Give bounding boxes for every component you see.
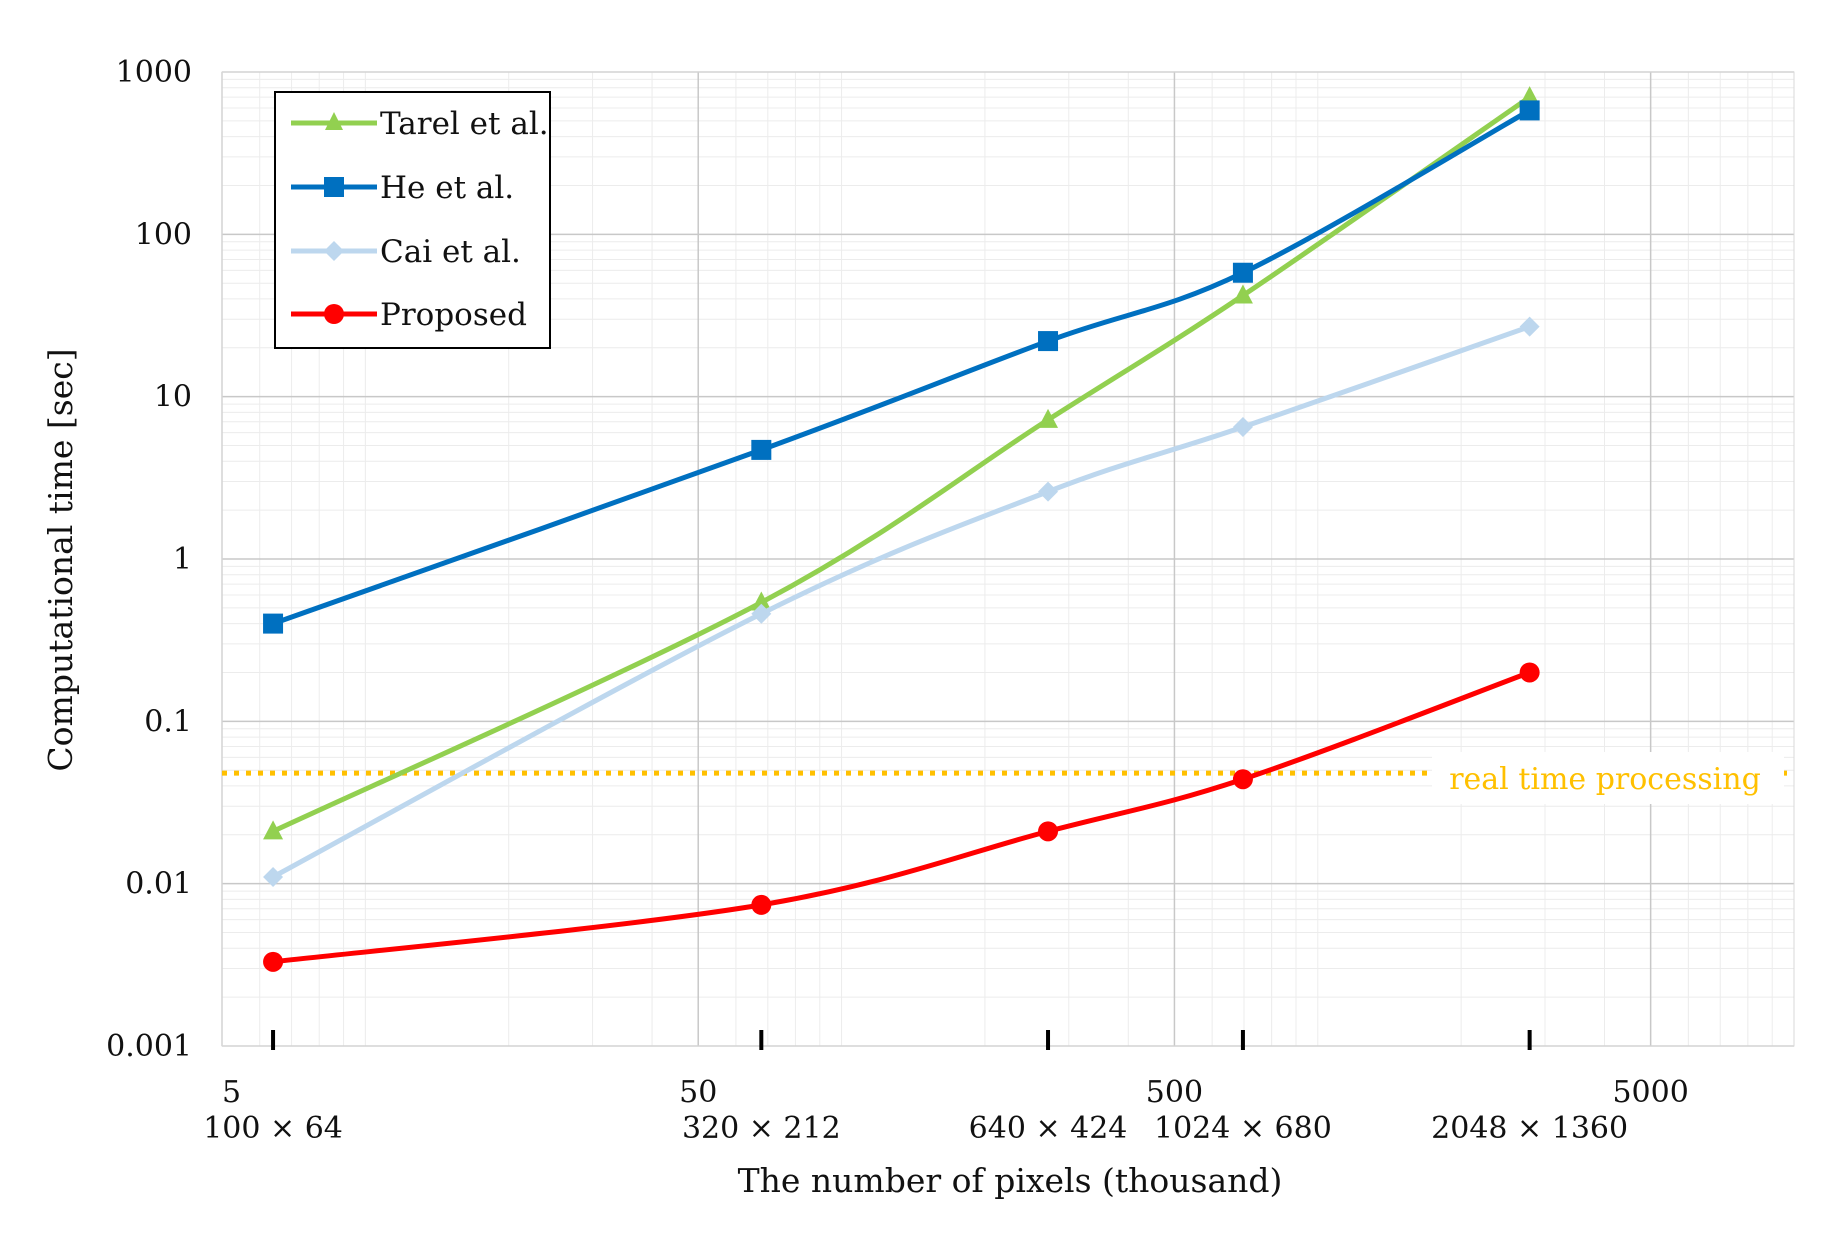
legend: Tarel et al. He et al. Cai et al. Propos… [274,91,551,349]
series-he [263,100,1540,634]
data-point-proposed [263,951,284,972]
plot-area [221,71,1795,1047]
data-point-tarel [1519,86,1540,106]
y-axis-title: Computational time [sec] [41,348,80,771]
plot-border [221,71,1795,1047]
data-point-cai [751,603,772,624]
series-line-tarel [270,94,1533,834]
image-size-label: 1024 × 680 [1154,1111,1332,1146]
legend-label-tarel: Tarel et al. [380,106,549,142]
data-point-proposed [1232,769,1253,790]
image-size-label: 320 × 212 [682,1111,841,1146]
image-size-label: 2048 × 1360 [1431,1111,1628,1146]
x-tick-label: 5000 [1612,1075,1688,1110]
real-time-label: real time processing [1449,762,1761,797]
series-layer [263,86,1540,972]
data-point-cai [263,866,284,887]
image-size-label: 640 × 424 [969,1111,1128,1146]
real-time-label-background [1432,752,1784,804]
data-point-tarel [1232,284,1253,304]
data-point-tarel [1038,408,1059,428]
legend-item-he: He et al. [291,170,514,206]
circle-marker-icon [324,304,344,324]
x-tick-label: 50 [679,1075,717,1110]
x-tick-label: 5 [222,1075,241,1110]
series-cai [263,316,1540,887]
series-tarel [263,86,1540,840]
diamond-marker-icon [324,241,344,261]
data-point-cai [1232,417,1253,438]
data-point-tarel [751,591,772,611]
series-line-he [270,107,1533,627]
data-point-he [751,439,772,460]
x-tick-labels: 5 50 500 5000 [222,1075,1689,1110]
image-size-labels: 100 × 64 320 × 212 640 × 424 1024 × 680 2048… [203,1111,1628,1146]
series-line-cai [270,324,1533,880]
data-point-proposed [751,894,772,915]
x-axis-title: The number of pixels (thousand) [738,1161,1283,1200]
square-marker-icon [324,177,344,197]
data-point-he [1519,100,1540,121]
data-point-he [1232,262,1253,283]
series-line-proposed [270,669,1533,965]
y-tick-label: 1 [173,542,192,577]
triangle-marker-icon [325,112,343,130]
data-point-cai [1519,316,1540,337]
x-tick-marks [271,1030,1532,1050]
y-tick-labels: 0.001 0.01 0.1 1 10 100 1000 [106,55,192,1064]
image-size-label: 100 × 64 [203,1111,343,1146]
legend-item-cai: Cai et al. [291,234,521,270]
legend-label-proposed: Proposed [380,297,527,333]
data-point-he [1038,331,1059,352]
series-proposed [263,662,1540,972]
legend-item-tarel: Tarel et al. [291,106,549,142]
y-tick-label: 100 [135,217,192,252]
y-tick-label: 0.1 [144,704,192,739]
legend-label-he: He et al. [380,170,514,206]
data-point-cai [1038,481,1059,502]
data-point-proposed [1519,662,1540,683]
y-tick-label: 0.001 [106,1029,192,1064]
legend-item-proposed: Proposed [291,297,527,333]
y-tick-label: 10 [154,380,192,415]
data-point-proposed [1038,821,1059,842]
y-tick-label: 1000 [116,55,192,90]
y-tick-label: 0.01 [125,867,192,902]
legend-label-cai: Cai et al. [380,234,521,270]
x-tick-label: 500 [1146,1075,1203,1110]
data-point-he [263,613,284,634]
legend-box [274,91,551,349]
data-point-tarel [263,820,284,840]
